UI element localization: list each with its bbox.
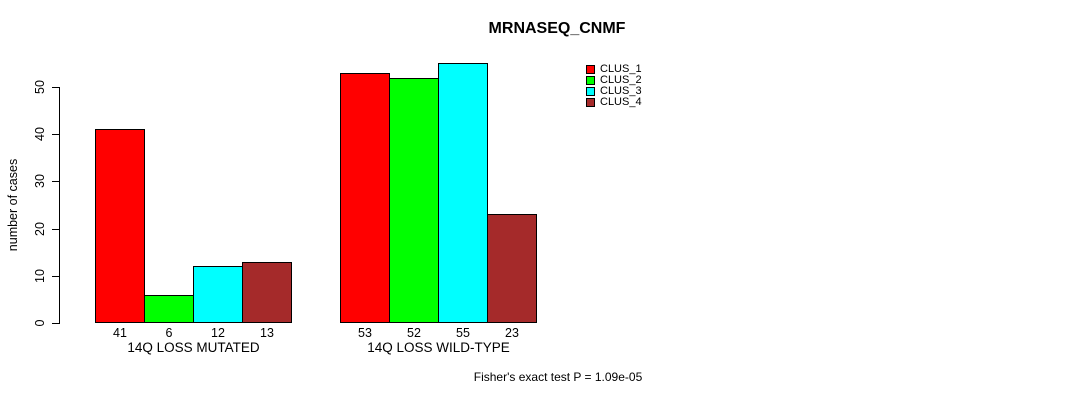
bar-clus_4-group2 bbox=[487, 214, 537, 323]
bar-clus_2-group1 bbox=[144, 295, 194, 323]
y-tick-mark bbox=[52, 134, 60, 136]
legend-swatch-icon bbox=[586, 98, 595, 107]
bar-clus_1-group2 bbox=[340, 73, 390, 323]
bar-clus_4-group1 bbox=[242, 262, 292, 323]
y-tick-label: 10 bbox=[33, 268, 47, 283]
bar-clus_3-group1 bbox=[193, 266, 243, 323]
bar-clus_3-group2 bbox=[438, 63, 488, 323]
legend-item-clus_4: CLUS_4 bbox=[586, 96, 642, 108]
legend-item-clus_1: CLUS_1 bbox=[586, 63, 642, 75]
y-tick-label: 0 bbox=[33, 319, 47, 327]
y-tick-label: 20 bbox=[33, 221, 47, 236]
y-tick-mark bbox=[52, 228, 60, 230]
legend-item-clus_3: CLUS_3 bbox=[586, 85, 642, 97]
y-tick-mark bbox=[52, 323, 60, 324]
bar-value-label: 41 bbox=[113, 326, 127, 340]
legend-label: CLUS_2 bbox=[600, 74, 642, 86]
bar-clus_2-group2 bbox=[389, 78, 439, 323]
bar-value-label: 13 bbox=[260, 326, 274, 340]
y-axis-line bbox=[59, 87, 60, 324]
x-group-label: 14Q LOSS MUTATED bbox=[127, 340, 260, 355]
y-axis-label: number of cases bbox=[6, 158, 20, 252]
y-tick-mark bbox=[52, 275, 60, 277]
stat-annotation: Fisher's exact test P = 1.09e-05 bbox=[473, 370, 643, 384]
legend-item-clus_2: CLUS_2 bbox=[586, 74, 642, 86]
y-tick-mark bbox=[52, 87, 60, 88]
bar-value-label: 12 bbox=[211, 326, 225, 340]
bar-value-label: 55 bbox=[456, 326, 470, 340]
legend-label: CLUS_4 bbox=[600, 96, 642, 108]
x-group-label: 14Q LOSS WILD-TYPE bbox=[367, 340, 510, 355]
legend-swatch-icon bbox=[586, 65, 595, 74]
legend-swatch-icon bbox=[586, 76, 595, 85]
legend-swatch-icon bbox=[586, 87, 595, 96]
bar-value-label: 53 bbox=[358, 326, 372, 340]
bar-value-label: 6 bbox=[165, 326, 173, 340]
y-tick-label: 50 bbox=[33, 80, 47, 94]
chart-title: MRNASEQ_CNMF bbox=[488, 20, 626, 37]
legend-label: CLUS_3 bbox=[600, 85, 642, 97]
y-tick-mark bbox=[52, 181, 60, 183]
bar-clus_1-group1 bbox=[95, 129, 145, 323]
legend-label: CLUS_1 bbox=[600, 63, 642, 75]
bar-value-label: 52 bbox=[407, 326, 421, 340]
y-tick-label: 40 bbox=[33, 127, 47, 142]
y-tick-label: 30 bbox=[33, 174, 47, 189]
bar-value-label: 23 bbox=[505, 326, 519, 340]
legend: CLUS_1 CLUS_2 CLUS_3 CLUS_4 bbox=[586, 63, 642, 109]
